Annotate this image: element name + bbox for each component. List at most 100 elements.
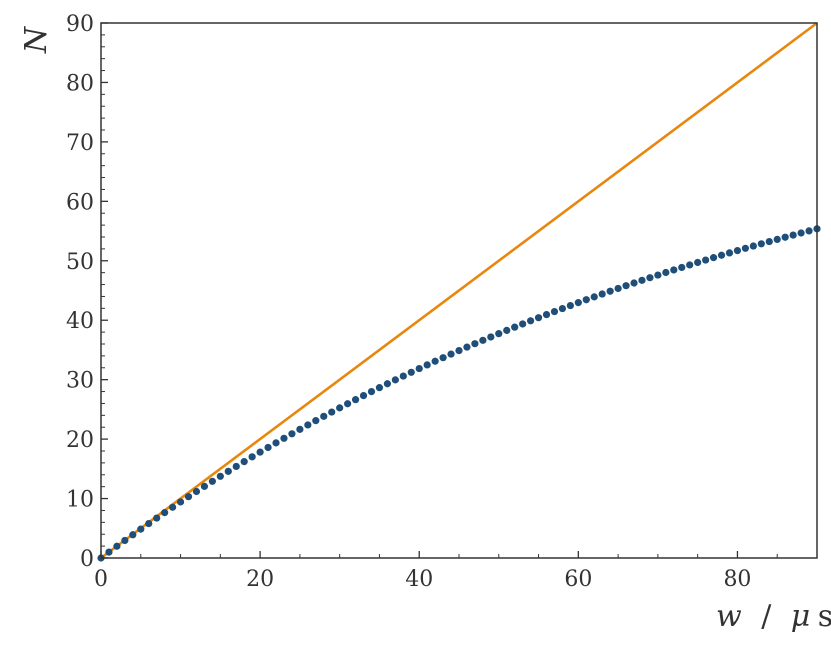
y-tick-label: 30: [66, 369, 94, 394]
data-point: [113, 542, 121, 550]
data-point: [328, 408, 336, 416]
data-point: [694, 258, 702, 267]
data-point: [153, 514, 161, 522]
data-point: [423, 361, 431, 369]
data-point: [312, 417, 320, 425]
data-point: [717, 251, 726, 259]
x-axis-unit: s: [818, 599, 831, 634]
data-point: [280, 434, 288, 442]
plot-area: [97, 21, 821, 562]
x-tick-label: 60: [564, 567, 592, 592]
data-point: [256, 448, 264, 456]
data-point: [439, 354, 447, 362]
y-axis-label: N: [19, 25, 54, 54]
data-point: [511, 323, 519, 331]
data-point: [264, 443, 272, 452]
data-point: [304, 421, 312, 429]
y-tick-label: 20: [66, 428, 94, 453]
data-point: [161, 509, 169, 517]
data-point: [367, 388, 376, 396]
y-tick-label: 40: [66, 309, 94, 334]
data-point: [320, 412, 328, 420]
data-point: [765, 237, 773, 246]
data-point: [630, 279, 638, 287]
x-tick-label: 0: [94, 567, 108, 592]
data-point: [272, 439, 280, 447]
data-point: [359, 392, 368, 400]
y-tick-label: 10: [66, 488, 94, 513]
data-point: [781, 233, 789, 241]
data-point: [463, 343, 471, 351]
data-point: [471, 340, 479, 348]
data-point: [407, 368, 415, 376]
reference-line: [100, 21, 818, 560]
y-tick-label: 80: [66, 71, 94, 96]
data-point: [534, 314, 543, 322]
data-point: [121, 536, 129, 545]
data-point: [702, 256, 710, 264]
data-point: [129, 531, 137, 539]
data-point: [208, 477, 216, 485]
data-point: [527, 317, 535, 325]
data-point: [606, 287, 614, 295]
data-point: [192, 487, 201, 496]
data-point: [145, 519, 153, 528]
x-tick-label: 40: [405, 567, 433, 592]
data-point: [240, 458, 248, 466]
data-point: [550, 307, 559, 316]
data-point: [344, 400, 352, 408]
data-point: [447, 350, 455, 358]
data-point: [773, 235, 781, 243]
data-point: [686, 261, 694, 269]
data-point: [216, 472, 224, 480]
data-point: [733, 246, 742, 255]
y-tick-label: 70: [66, 131, 94, 156]
x-axis-variable: w: [716, 599, 742, 634]
data-point: [542, 311, 551, 319]
data-point: [336, 404, 344, 412]
data-point: [184, 493, 193, 501]
data-point: [614, 284, 622, 293]
data-point: [654, 271, 662, 279]
data-point: [455, 347, 463, 355]
data-point: [582, 296, 590, 304]
data-point: [749, 242, 757, 250]
data-point: [176, 498, 185, 506]
y-tick-label: 50: [66, 250, 94, 275]
data-point: [678, 263, 686, 272]
x-axis-separator: /: [761, 599, 772, 634]
data-point: [351, 396, 360, 404]
data-point: [137, 525, 145, 533]
data-point: [224, 467, 232, 475]
data-point: [391, 376, 399, 384]
data-point: [725, 249, 734, 257]
data-point: [558, 304, 567, 313]
data-point: [590, 293, 598, 301]
data-point: [805, 227, 813, 235]
y-tick-label: 0: [80, 547, 94, 572]
data-point: [479, 336, 487, 344]
data-point: [566, 301, 574, 310]
data-point: [741, 244, 750, 252]
data-point: [248, 453, 256, 461]
data-point: [598, 290, 606, 298]
data-point: [232, 462, 240, 471]
data-point: [169, 503, 177, 511]
data-point: [487, 333, 495, 341]
data-point: [670, 266, 678, 274]
data-point: [288, 430, 296, 438]
data-point: [431, 357, 439, 365]
data-point: [375, 384, 384, 392]
data-point: [503, 326, 511, 334]
data-point: [574, 299, 582, 307]
data-point: [638, 276, 646, 284]
data-point: [709, 254, 718, 262]
x-axis-label: w / μ s: [716, 599, 831, 634]
x-tick-label: 80: [723, 567, 751, 592]
data-point: [296, 425, 304, 433]
data-point: [622, 282, 630, 290]
x-tick-label: 20: [246, 567, 274, 592]
data-point: [789, 231, 797, 239]
data-point: [662, 268, 670, 277]
